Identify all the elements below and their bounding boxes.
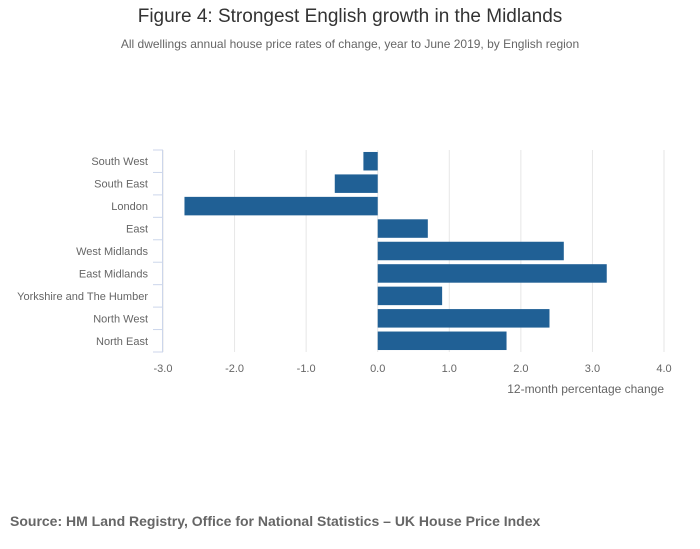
bar-london[interactable]: [184, 196, 378, 216]
bar-east[interactable]: [377, 219, 428, 238]
category-label: South East: [94, 179, 148, 191]
chart-subtitle: All dwellings annual house price rates o…: [120, 37, 580, 51]
bar-north-east[interactable]: [377, 331, 507, 351]
category-label: North West: [93, 313, 148, 325]
x-tick-label: -1.0: [297, 363, 316, 375]
x-tick-label: 1.0: [442, 363, 457, 375]
category-labels: South West South East London East West Midla…: [17, 156, 148, 348]
chart-title: Figure 4: Strongest English growth in th…: [137, 6, 563, 27]
x-tick-label: -2.0: [225, 363, 244, 375]
bar-north-west[interactable]: [377, 309, 550, 328]
category-label: East Midlands: [79, 268, 149, 280]
source-note: Source: HM Land Registry, Office for Nat…: [10, 513, 541, 529]
bars: [184, 151, 607, 351]
bar-south-east[interactable]: [334, 174, 378, 193]
x-axis-title: 12-month percentage change: [507, 382, 664, 396]
x-tick-labels: -3.0 -2.0 -1.0 0.0 1.0 2.0 3.0 4.0: [154, 363, 672, 375]
x-tick-label: -3.0: [154, 363, 173, 375]
category-label: South West: [91, 156, 148, 168]
category-label: West Midlands: [76, 246, 148, 258]
category-axis: [153, 149, 163, 353]
category-label: East: [126, 224, 148, 236]
bar-east-midlands[interactable]: [377, 264, 607, 283]
x-tick-label: 4.0: [656, 363, 671, 375]
x-tick-label: 2.0: [513, 363, 528, 375]
x-tick-label: 3.0: [585, 363, 600, 375]
category-label: North East: [96, 336, 148, 348]
bar-south-west[interactable]: [363, 151, 378, 171]
category-label: Yorkshire and The Humber: [17, 291, 148, 303]
bar-west-midlands[interactable]: [377, 241, 564, 261]
x-tick-label: 0.0: [370, 363, 385, 375]
bar-yorkshire-and-the-humber[interactable]: [377, 286, 443, 306]
category-label: London: [111, 201, 148, 213]
